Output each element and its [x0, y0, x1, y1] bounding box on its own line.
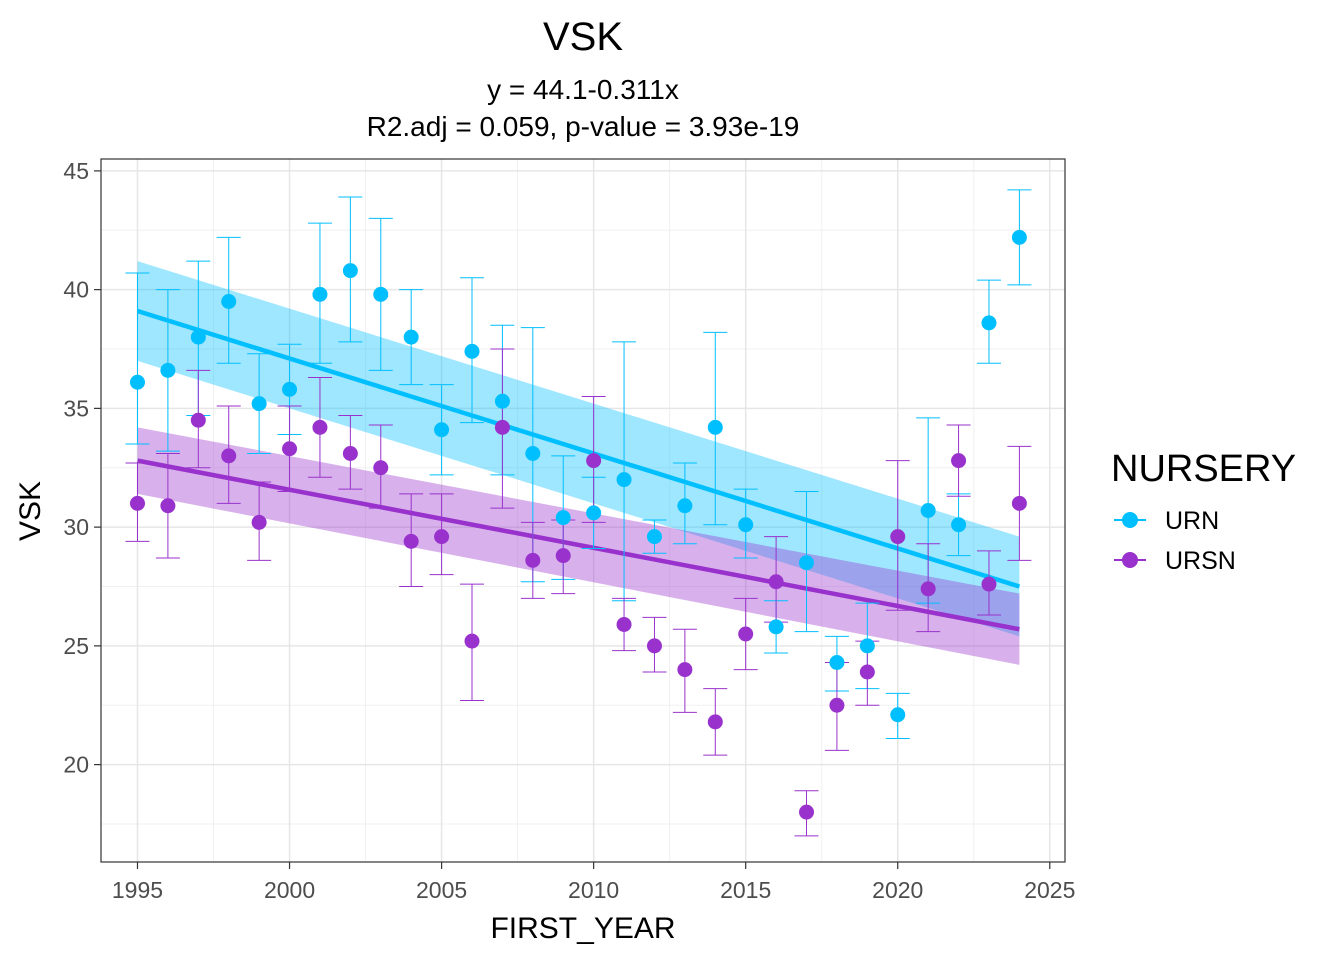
point-URN-2024 — [1011, 229, 1027, 245]
point-URSN-2004 — [403, 533, 419, 549]
point-URN-2023 — [981, 315, 997, 331]
point-URSN-2013 — [677, 662, 693, 678]
point-URSN-2021 — [920, 581, 936, 597]
point-URSN-1999 — [251, 514, 267, 530]
point-URN-2008 — [525, 446, 541, 461]
point-URSN-1998 — [221, 448, 237, 464]
point-URSN-1995 — [129, 495, 145, 511]
point-URN-1996 — [160, 362, 176, 378]
y-axis: 20 25 30 35 40 45 — [63, 158, 101, 778]
point-URSN-2012 — [646, 638, 662, 654]
y-tick-label-20: 20 — [63, 752, 89, 778]
trend-line-URN — [136, 308, 1021, 589]
y-tick-label-45: 45 — [63, 158, 89, 184]
point-URN-1995 — [129, 374, 145, 390]
point-URSN-2023 — [981, 576, 997, 592]
point-URSN-2009 — [555, 548, 571, 564]
x-axis: 1995 2000 2005 2010 2015 2020 2025 — [112, 862, 1075, 903]
y-tick-label-30: 30 — [63, 514, 89, 540]
chart-title: VSK — [543, 15, 623, 59]
x-tick-label-2005: 2005 — [416, 877, 467, 903]
point-URN-1998 — [221, 294, 237, 309]
point-URN-2016 — [768, 619, 784, 635]
point-URSN-1996 — [160, 498, 176, 514]
point-URN-2007 — [494, 393, 510, 409]
y-axis-title: VSK — [14, 481, 47, 541]
chart-subtitle-line-2: R2.adj = 0.059, p-value = 3.93e-19 — [367, 111, 800, 142]
point-URN-2014 — [707, 419, 723, 435]
point-URSN-2020 — [890, 529, 906, 545]
y-tick-label-40: 40 — [63, 277, 89, 303]
point-URSN-2019 — [859, 664, 875, 680]
point-URN-2002 — [342, 263, 358, 279]
data-points — [129, 229, 1027, 820]
point-URN-2006 — [464, 343, 480, 359]
point-URN-2004 — [403, 329, 419, 345]
point-URN-2011 — [616, 472, 632, 488]
point-URSN-2011 — [616, 617, 632, 632]
point-URN-2022 — [951, 517, 967, 533]
point-URSN-2016 — [768, 574, 784, 590]
point-URN-2020 — [890, 707, 906, 723]
point-URSN-2001 — [312, 419, 328, 435]
point-URSN-2017 — [799, 804, 815, 820]
chart-subtitle-line-1: y = 44.1-0.311x — [487, 74, 679, 105]
x-axis-title: FIRST_YEAR — [490, 912, 675, 945]
point-URN-2021 — [920, 503, 936, 518]
point-URSN-2014 — [707, 714, 723, 730]
x-tick-label-2025: 2025 — [1024, 877, 1075, 903]
point-URN-2010 — [586, 505, 602, 521]
point-URN-2018 — [829, 655, 845, 670]
legend-label-URN: URN — [1165, 507, 1219, 535]
x-tick-label-2020: 2020 — [872, 877, 923, 903]
x-tick-label-2000: 2000 — [264, 877, 315, 903]
point-URN-2012 — [646, 529, 662, 545]
point-URN-2015 — [738, 517, 754, 533]
point-URSN-2024 — [1011, 495, 1027, 511]
y-tick-label-25: 25 — [63, 633, 89, 659]
point-URN-1999 — [251, 396, 267, 412]
point-URN-2017 — [799, 555, 815, 571]
point-URN-2019 — [859, 638, 875, 654]
point-URSN-2007 — [494, 419, 510, 435]
legend-label-URSN: URSN — [1165, 547, 1236, 575]
point-URN-2005 — [434, 422, 450, 438]
point-URSN-2000 — [282, 441, 298, 457]
point-URSN-2005 — [434, 529, 450, 545]
point-URSN-2010 — [586, 453, 602, 469]
legend: NURSERY URN URSN — [1111, 448, 1296, 575]
point-URN-2003 — [373, 286, 389, 302]
point-URN-2000 — [282, 381, 298, 397]
x-tick-label-2015: 2015 — [720, 877, 771, 903]
point-URSN-2002 — [342, 446, 358, 461]
legend-key-point-URSN — [1122, 552, 1138, 568]
point-URSN-1997 — [190, 412, 206, 428]
point-URSN-2018 — [829, 697, 845, 713]
point-URN-2013 — [677, 498, 693, 514]
point-URN-1997 — [190, 329, 206, 345]
legend-title: NURSERY — [1111, 448, 1296, 490]
point-URSN-2022 — [951, 453, 967, 469]
trend-lines — [136, 308, 1021, 632]
trend-line-URSN — [137, 458, 1020, 632]
y-tick-label-35: 35 — [63, 395, 89, 421]
point-URN-2001 — [312, 286, 328, 302]
legend-key-point-URN — [1122, 512, 1138, 528]
x-tick-label-2010: 2010 — [568, 877, 619, 903]
plot-panel-border — [100, 158, 1066, 863]
point-URSN-2006 — [464, 633, 480, 649]
point-URN-2009 — [555, 510, 571, 526]
point-URSN-2008 — [525, 552, 541, 568]
x-tick-label-1995: 1995 — [112, 877, 163, 903]
point-URSN-2015 — [738, 626, 754, 642]
point-URSN-2003 — [373, 460, 389, 476]
